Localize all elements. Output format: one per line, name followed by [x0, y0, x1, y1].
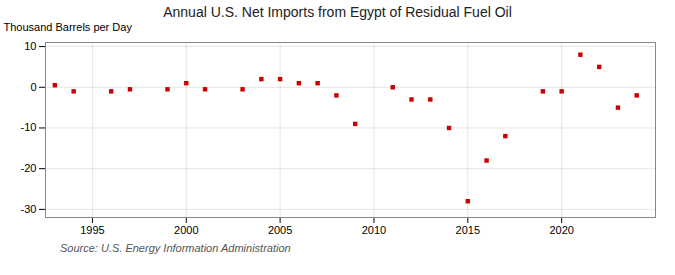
html-text:Annual U.S. Net Imports from E: Annual U.S. Net Imports from Egypt of Re… — [163, 4, 512, 20]
svg-text:1995: 1995 — [80, 224, 104, 236]
svg-text:2015: 2015 — [456, 224, 480, 236]
svg-text:2005: 2005 — [268, 224, 292, 236]
svg-text:0: 0 — [30, 81, 36, 93]
svg-text:-10: -10 — [21, 121, 37, 133]
svg-text:2000: 2000 — [174, 224, 198, 236]
svg-text:10: 10 — [24, 40, 36, 52]
html-text:Source: U.S. Energy Informatio: Source: U.S. Energy Information Administ… — [60, 242, 291, 254]
svg-text:-30: -30 — [21, 203, 37, 215]
svg-text:-20: -20 — [21, 162, 37, 174]
svg-text:2010: 2010 — [362, 224, 386, 236]
svg-text:Thousand Barrels per Day: Thousand Barrels per Day — [4, 21, 133, 33]
svg-text:2020: 2020 — [549, 224, 573, 236]
